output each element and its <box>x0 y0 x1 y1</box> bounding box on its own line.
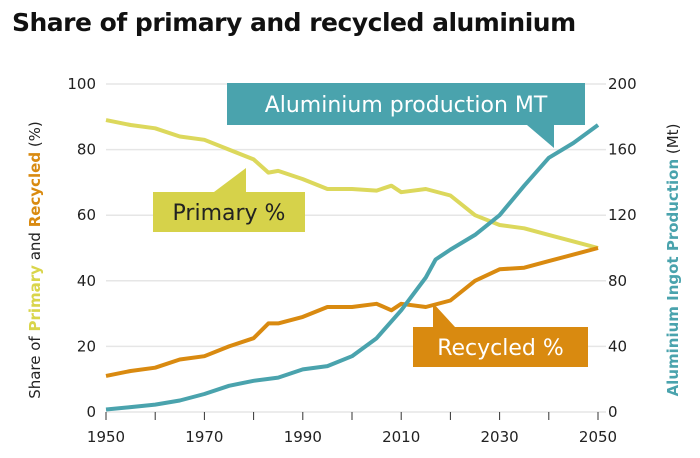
axis-label-part: Aluminium Ingot Production <box>664 159 682 397</box>
axis-label-part: Share of <box>26 332 44 399</box>
series-label-2: Aluminium production MT <box>265 93 548 118</box>
callout-box <box>227 83 585 125</box>
right-tick-label: 80 <box>608 272 627 290</box>
left-tick-label: 20 <box>77 337 96 355</box>
x-tick-label: 2030 <box>481 428 519 446</box>
callout-box <box>153 192 305 232</box>
left-tick-label: 80 <box>77 141 96 159</box>
x-tick-label: 1950 <box>87 428 125 446</box>
right-tick-label: 0 <box>608 403 618 421</box>
right-tick-label: 200 <box>608 75 637 93</box>
x-tick-label: 2010 <box>382 428 420 446</box>
left-axis-label: Share of Primary and Recycled (%) <box>26 121 44 399</box>
chart-title: Share of primary and recycled aluminium <box>12 8 576 37</box>
axis-label-part: and <box>26 227 44 265</box>
axis-label-part: Recycled <box>26 152 44 227</box>
x-tick-label: 1990 <box>284 428 322 446</box>
x-tick-label: 1970 <box>185 428 223 446</box>
callout-pointer <box>433 303 455 327</box>
right-axis-label: Aluminium Ingot Production (Mt) <box>664 124 682 397</box>
series-label-0: Primary % <box>173 201 286 226</box>
right-tick-label: 160 <box>608 141 637 159</box>
callout-pointer <box>214 168 246 192</box>
right-tick-label: 40 <box>608 337 627 355</box>
callout-box <box>413 327 588 367</box>
left-tick-label: 60 <box>77 206 96 224</box>
axis-label-part: (%) <box>26 121 44 152</box>
x-tick-label: 2050 <box>579 428 617 446</box>
series-line-2 <box>105 123 600 412</box>
series-label-1: Recycled % <box>437 336 564 361</box>
left-tick-label: 40 <box>77 272 96 290</box>
left-tick-label: 0 <box>86 403 96 421</box>
left-tick-label: 100 <box>67 75 96 93</box>
axis-label-part: Primary <box>26 265 44 332</box>
callout-pointer <box>527 125 554 148</box>
right-tick-label: 120 <box>608 206 637 224</box>
axis-label-part: (Mt) <box>664 124 682 159</box>
